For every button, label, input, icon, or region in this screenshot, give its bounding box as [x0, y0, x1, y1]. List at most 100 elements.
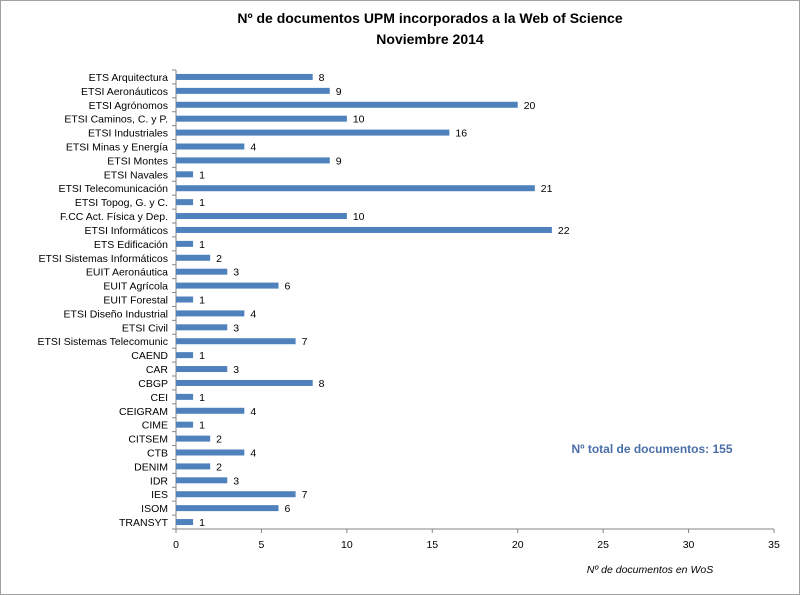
total-annotation: Nº total de documentos: 155 [571, 442, 732, 456]
x-tick-label: 30 [683, 539, 695, 551]
bar [176, 393, 194, 400]
x-axis-title: Nº de documentos en WoS [587, 564, 713, 576]
bar [176, 519, 194, 526]
category-label: TRANSYT [119, 517, 169, 529]
category-label: ETSI Minas y Energía [66, 142, 168, 154]
data-label: 9 [336, 86, 342, 98]
bar [176, 101, 518, 108]
bar [176, 226, 552, 233]
category-label: DENIM [134, 461, 168, 473]
data-label: 2 [216, 253, 222, 265]
category-label: ETSI Civil [122, 322, 168, 334]
data-label: 1 [199, 239, 205, 251]
data-label: 3 [233, 267, 239, 279]
category-label: ETSI Sistemas Informáticos [38, 253, 168, 265]
data-label: 10 [353, 114, 365, 126]
data-label: 8 [319, 378, 325, 390]
bar [176, 185, 535, 192]
category-label: EUIT Agrícola [103, 281, 168, 293]
chart-title-line1: Nº de documentos UPM incorporados a la W… [237, 10, 622, 26]
category-label: EUIT Forestal [103, 295, 168, 307]
data-label: 20 [524, 100, 536, 112]
category-label: ETSI Topog, G. y C. [75, 197, 168, 209]
bar [176, 129, 450, 136]
category-label: ISOM [141, 503, 168, 515]
data-label: 1 [199, 350, 205, 362]
bar [176, 87, 330, 94]
bar [176, 449, 245, 456]
bar [176, 254, 211, 261]
category-label: ETSI Aeronáuticos [81, 86, 168, 98]
category-label: F.CC Act. Física y Dep. [60, 211, 168, 223]
category-label: CEIGRAM [119, 406, 168, 418]
x-tick-label: 15 [426, 539, 438, 551]
bar [176, 407, 245, 414]
x-tick-label: 5 [259, 539, 265, 551]
bar [176, 505, 279, 512]
category-label: ETSI Informáticos [85, 225, 168, 237]
x-tick-label: 20 [512, 539, 524, 551]
bar [176, 491, 296, 498]
bar [176, 379, 313, 386]
bar [176, 296, 194, 303]
data-label: 6 [285, 503, 291, 515]
data-label: 10 [353, 211, 365, 223]
data-label: 3 [233, 475, 239, 487]
data-label: 1 [199, 392, 205, 404]
category-label: ETSI Sistemas Telecomunic [37, 336, 168, 348]
data-label: 3 [233, 364, 239, 376]
data-label: 4 [250, 142, 256, 154]
data-label: 22 [558, 225, 570, 237]
bar [176, 115, 347, 122]
category-label: CITSEM [128, 434, 168, 446]
x-tick-label: 10 [341, 539, 353, 551]
data-label: 2 [216, 434, 222, 446]
bar [176, 310, 245, 317]
category-label: CEI [150, 392, 168, 404]
data-label: 6 [285, 281, 291, 293]
data-label: 1 [199, 197, 205, 209]
data-label: 1 [199, 420, 205, 432]
x-tick-label: 0 [173, 539, 179, 551]
category-label: IES [151, 489, 168, 501]
data-label: 2 [216, 461, 222, 473]
bar [176, 268, 228, 275]
bar [176, 352, 194, 359]
data-label: 4 [250, 406, 256, 418]
x-tick-label: 35 [768, 539, 780, 551]
bar [176, 435, 211, 442]
category-label: ETSI Agrónomos [89, 100, 168, 112]
data-label: 4 [250, 448, 256, 460]
category-label: CAR [146, 364, 169, 376]
category-label: ETS Edificación [94, 239, 168, 251]
bar [176, 421, 194, 428]
data-label: 8 [319, 72, 325, 84]
category-label: ETSI Industriales [88, 128, 168, 140]
bar [176, 171, 194, 178]
data-label: 1 [199, 295, 205, 307]
category-label: ETS Arquitectura [89, 72, 169, 84]
bar [176, 240, 194, 247]
category-label: CTB [147, 448, 168, 460]
category-label: ETSI Diseño Industrial [64, 308, 168, 320]
chart-title-line2: Noviembre 2014 [376, 31, 484, 47]
category-label: EUIT Aeronáutica [86, 267, 168, 279]
category-label: ETSI Montes [107, 155, 168, 167]
bar [176, 366, 228, 373]
category-label: ETSI Navales [104, 169, 168, 181]
x-tick-label: 25 [597, 539, 609, 551]
bar [176, 199, 194, 206]
bar [176, 463, 211, 470]
bar [176, 73, 313, 80]
data-label: 21 [541, 183, 553, 195]
category-label: CIME [142, 420, 168, 432]
bar [176, 143, 245, 150]
bar [176, 477, 228, 484]
data-label: 4 [250, 308, 256, 320]
data-label: 7 [302, 336, 308, 348]
category-label: ETSI Caminos, C. y P. [64, 114, 168, 126]
bar [176, 157, 330, 164]
data-label: 7 [302, 489, 308, 501]
category-label: IDR [150, 475, 169, 487]
